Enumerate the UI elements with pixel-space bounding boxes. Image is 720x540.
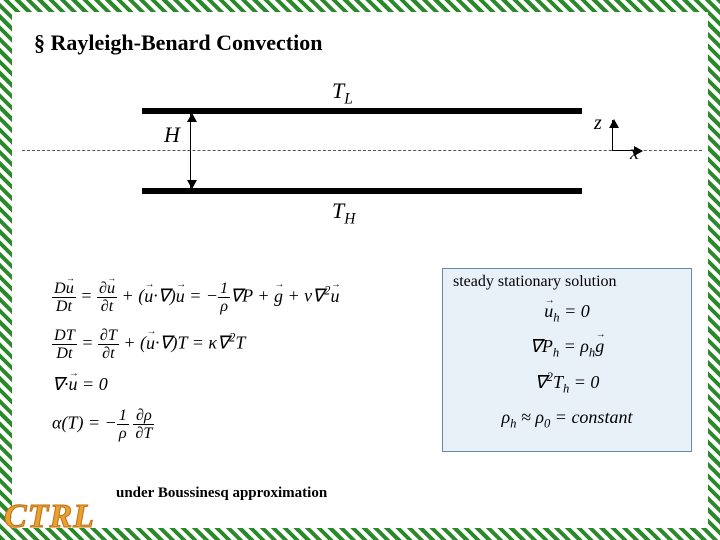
ctrl-logo: CTRL [4, 498, 95, 536]
z-axis-arrow [612, 120, 613, 150]
h-label: H [164, 122, 180, 148]
slide-content: § Rayleigh-Benard Convection TL H TH z x [12, 12, 708, 528]
slide: § Rayleigh-Benard Convection TL H TH z x [0, 0, 720, 540]
t-bot-label: TH [332, 198, 355, 228]
solution-eq-rho: ρh ≈ ρ0 = constant [453, 407, 681, 432]
z-axis-label: z [594, 112, 602, 135]
top-plate [142, 108, 582, 114]
continuity-equation: ∇·u = 0 [52, 374, 392, 395]
midline [22, 150, 702, 151]
energy-equation: DTDt = ∂T∂t + (u·∇)T = κ∇2T [52, 327, 392, 362]
governing-equations: DuDt = ∂u∂t + (u·∇)u = −1ρ∇P + g + ν∇2u … [52, 268, 392, 454]
x-axis-label: x [630, 142, 639, 165]
thermal-expansion-equation: α(T) = −1ρ ∂ρ∂T [52, 407, 392, 442]
t-top-label: TL [332, 78, 353, 108]
solution-eq-t: ∇2Th = 0 [453, 370, 681, 397]
solution-eq-p: ∇Ph = ρhg [453, 336, 681, 361]
height-arrow [190, 114, 191, 188]
boussinesq-note: under Boussinesq approximation [116, 485, 327, 502]
solution-title: steady stationary solution [453, 273, 681, 291]
solution-eq-u: uh = 0 [453, 301, 681, 326]
convection-diagram: TL H TH z x [82, 78, 642, 238]
momentum-equation: DuDt = ∂u∂t + (u·∇)u = −1ρ∇P + g + ν∇2u [52, 280, 392, 315]
page-title: § Rayleigh-Benard Convection [34, 30, 322, 56]
steady-solution-box: steady stationary solution uh = 0 ∇Ph = … [442, 268, 692, 452]
bottom-plate [142, 188, 582, 194]
decorative-border: § Rayleigh-Benard Convection TL H TH z x [0, 0, 720, 540]
